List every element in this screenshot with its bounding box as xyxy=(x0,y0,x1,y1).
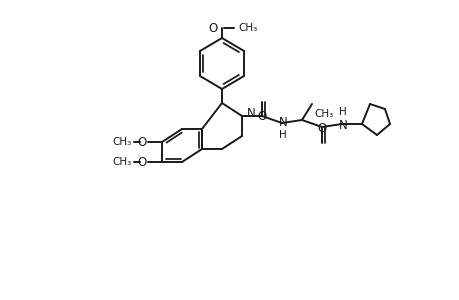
Text: N: N xyxy=(338,118,347,131)
Text: CH₃: CH₃ xyxy=(237,23,257,33)
Text: H: H xyxy=(338,107,346,117)
Text: O: O xyxy=(208,22,218,34)
Text: H: H xyxy=(279,130,286,140)
Text: CH₃: CH₃ xyxy=(112,157,132,167)
Text: CH₃: CH₃ xyxy=(112,137,132,147)
Text: O: O xyxy=(257,110,266,123)
Text: O: O xyxy=(137,155,147,169)
Text: O: O xyxy=(137,136,147,148)
Text: O: O xyxy=(317,122,326,135)
Text: N: N xyxy=(246,106,255,119)
Text: N: N xyxy=(278,116,287,128)
Text: CH₃: CH₃ xyxy=(313,109,332,119)
